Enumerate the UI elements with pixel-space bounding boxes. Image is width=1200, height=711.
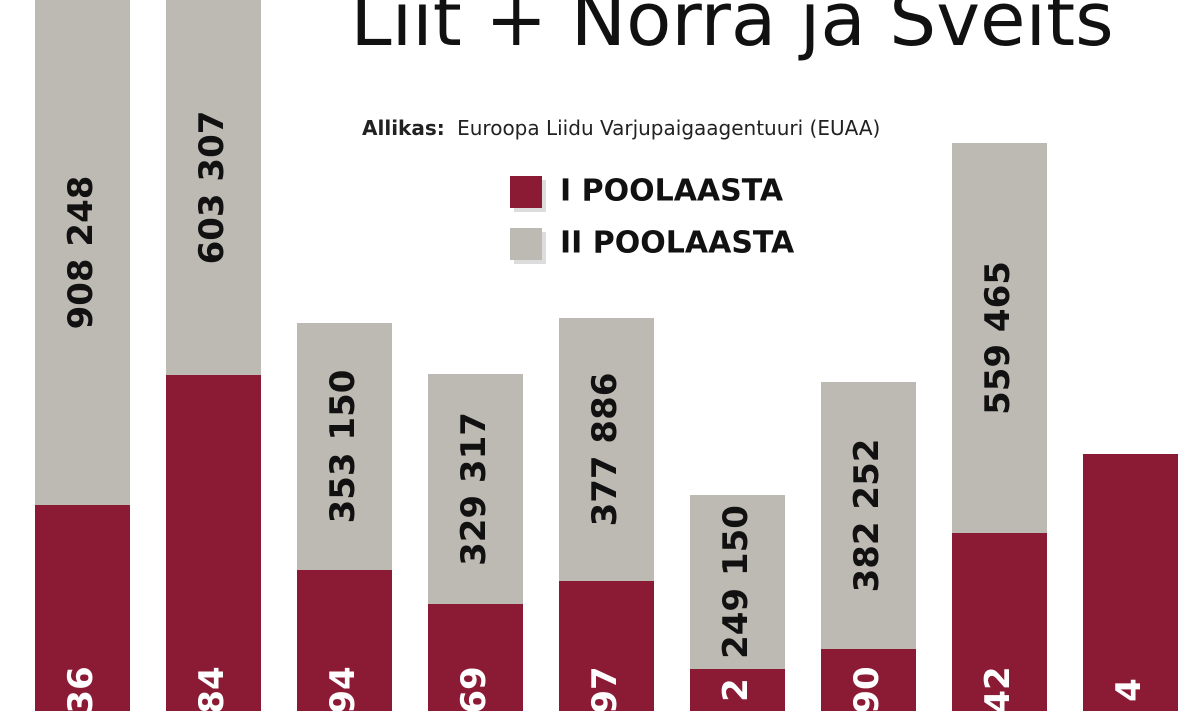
bar-label-second-half: 908 248: [61, 176, 101, 330]
bar-first-half: [1083, 454, 1178, 711]
bar-second-half: [559, 318, 654, 581]
legend-label: II POOLAASTA: [560, 226, 795, 261]
bar-label-second-half: 329 317: [454, 412, 494, 566]
legend-swatch: [510, 228, 542, 260]
bar-label-second-half: 559 465: [978, 261, 1018, 415]
bar-second-half: [297, 323, 392, 570]
bar-label-first-half: 42: [978, 666, 1018, 711]
source-label: Allikas:: [362, 116, 445, 140]
bar-second-half: [166, 0, 261, 375]
bar-first-half: [821, 649, 916, 711]
bar-label-second-half: 377 886: [585, 373, 625, 527]
bar-second-half: [821, 382, 916, 649]
bar-first-half: [166, 375, 261, 711]
bar-label-second-half: 382 252: [847, 439, 887, 593]
bar-first-half: [952, 533, 1047, 711]
bar-label-first-half: 36: [61, 666, 101, 711]
bar-label-first-half: 4: [1109, 678, 1149, 702]
bar-second-half: [952, 143, 1047, 533]
source-text: Euroopa Liidu Varjupaigaagentuuri (EUAA): [457, 116, 880, 140]
bar-label-second-half: 353 150: [323, 370, 363, 524]
legend-label: I POOLAASTA: [560, 174, 784, 209]
bar-label-first-half: 90: [847, 666, 887, 711]
bar-label-second-half: 603 307: [192, 111, 232, 265]
bar-second-half: [690, 495, 785, 669]
bar-first-half: [690, 669, 785, 711]
bar-first-half: [428, 604, 523, 711]
chart-title: Liit + Norra ja Šveits: [350, 0, 1113, 63]
bar-second-half: [428, 374, 523, 604]
bar-label-first-half: 2: [716, 678, 756, 702]
bar-label-first-half: 94: [323, 666, 363, 711]
bar-first-half: [35, 505, 130, 711]
legend: I POOLAASTA II POOLAASTA: [510, 174, 795, 264]
bar-first-half: [559, 581, 654, 711]
bar-label-first-half: 97: [585, 666, 625, 711]
bar-label-first-half: 84: [192, 666, 232, 711]
legend-swatch: [510, 176, 542, 208]
bars: 908 248 36 603 307 84 353 150 94 329 317 69 377 …: [35, 0, 1178, 711]
source-line: Allikas: Euroopa Liidu Varjupaigaagentuu…: [362, 116, 880, 140]
bar-label-first-half: 69: [454, 666, 494, 711]
bar-label-second-half: 249 150: [716, 505, 756, 659]
bar-second-half: [35, 0, 130, 505]
bar-first-half: [297, 570, 392, 711]
